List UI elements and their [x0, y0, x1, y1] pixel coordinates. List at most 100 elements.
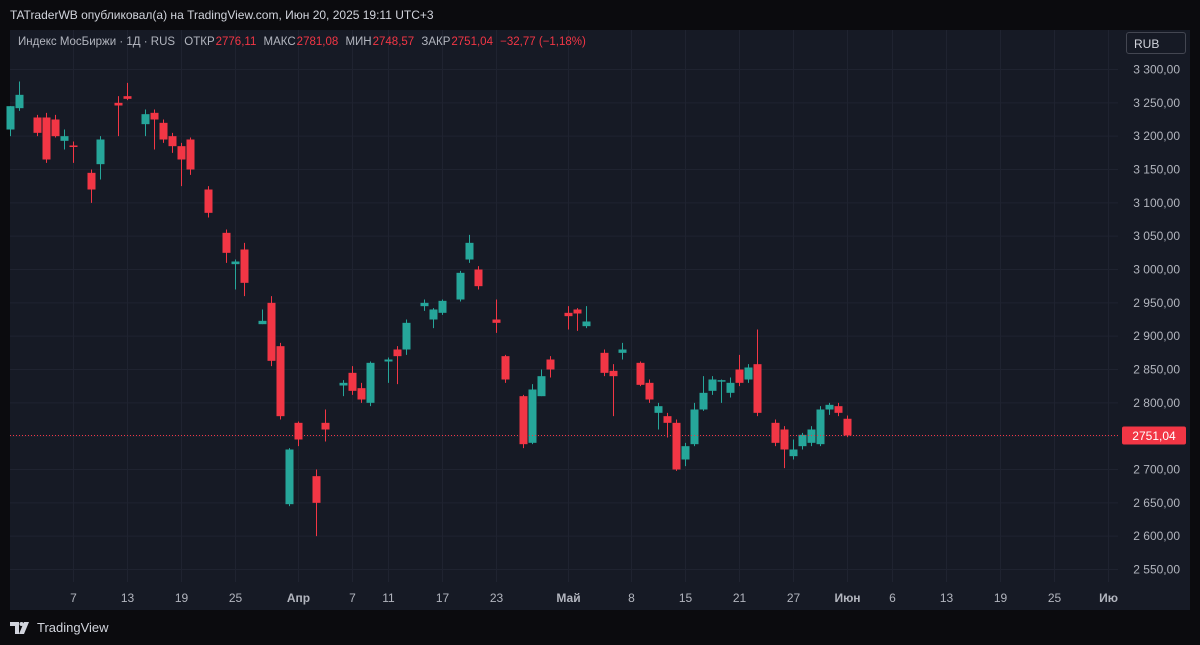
candle-body [96, 139, 105, 165]
y-tick-label: 3 100,00 [1133, 196, 1180, 210]
x-tick-label: 13 [940, 591, 954, 605]
candle-body [834, 406, 843, 413]
candle-body [42, 117, 51, 160]
candle-body [384, 359, 393, 362]
x-tick-label: 11 [382, 591, 395, 605]
candle-body [51, 119, 60, 137]
candle-body [609, 370, 618, 377]
candle-body [492, 319, 501, 323]
candle-body [771, 422, 780, 443]
candle-body [456, 272, 465, 300]
candle-body [222, 232, 231, 253]
x-tick-label: 8 [628, 591, 635, 605]
candle-body [528, 389, 537, 443]
candle-body [645, 382, 654, 400]
candle-body [681, 446, 690, 460]
candle-body [204, 189, 213, 213]
candle-body [843, 418, 852, 436]
candle-body [123, 96, 132, 99]
x-tick-label: Апр [287, 591, 310, 605]
candle-body [600, 352, 609, 373]
x-tick-label: 25 [1048, 591, 1062, 605]
candle-body [825, 404, 834, 410]
candle-body [420, 302, 429, 307]
publisher-bar: TATraderWB опубликовал(а) на TradingView… [0, 0, 1200, 30]
footer-brand: TradingView [10, 620, 109, 635]
low-label: МИН [345, 36, 372, 48]
candle-body [150, 112, 159, 120]
candle-body [231, 261, 240, 265]
y-tick-label: 2 600,00 [1133, 529, 1180, 543]
low-value: 2748,57 [372, 36, 415, 48]
candle-body [276, 346, 285, 417]
candle-body [807, 429, 816, 443]
candle-body [546, 359, 555, 370]
x-tick-label: Май [556, 591, 580, 605]
open-label: ОТКР [184, 36, 215, 48]
candle-body [501, 356, 510, 380]
candle-body [672, 422, 681, 470]
y-tick-label: 2 650,00 [1133, 496, 1180, 510]
candle-body [393, 349, 402, 357]
y-tick-label: 3 050,00 [1133, 229, 1180, 243]
candle-body [87, 172, 96, 190]
candle-body [564, 312, 573, 317]
candle-body [402, 322, 411, 350]
open-value: 2776,11 [215, 36, 257, 48]
candle-body [357, 388, 366, 400]
candle-body [267, 302, 276, 361]
candle-body [717, 380, 726, 382]
candle-body [285, 449, 294, 505]
chart-panel[interactable] [10, 30, 1190, 610]
candle-body [312, 476, 321, 503]
candle-body [699, 392, 708, 410]
candle-body [186, 139, 195, 170]
high-value: 2781,08 [296, 36, 339, 48]
candle-body [474, 269, 483, 287]
candle-body [15, 94, 24, 109]
x-tick-label: 7 [70, 591, 77, 605]
tradingview-logo-icon [10, 621, 29, 634]
x-tick-label: 7 [349, 591, 356, 605]
candle-body [33, 117, 42, 133]
x-tick-label: Июн [834, 591, 860, 605]
candle-body [744, 367, 753, 380]
candle-body [6, 106, 15, 130]
candle-body [735, 369, 744, 383]
currency-button[interactable]: RUB [1126, 32, 1186, 54]
candle-body [465, 242, 474, 260]
candle-body [753, 364, 762, 413]
candle-body [816, 409, 825, 445]
x-tick-label: 21 [733, 591, 747, 605]
candle-body [240, 249, 249, 283]
last-price-label: 2751,04 [1132, 429, 1176, 443]
x-tick-label: 17 [436, 591, 450, 605]
y-tick-label: 3 250,00 [1133, 96, 1180, 110]
candle-body [708, 379, 717, 391]
last-price-badge [1122, 426, 1186, 445]
x-tick-label: 19 [175, 591, 189, 605]
candle-body [366, 362, 375, 403]
x-tick-label: 27 [787, 591, 801, 605]
x-tick-label: 13 [121, 591, 135, 605]
y-tick-label: 2 950,00 [1133, 296, 1180, 310]
candle-body [69, 145, 78, 147]
symbol-label: Индекс МосБиржи · 1Д · RUS [18, 36, 176, 48]
candle-body [537, 376, 546, 397]
candle-body [690, 409, 699, 445]
candle-body [582, 321, 591, 327]
candle-body [168, 136, 177, 147]
y-tick-label: 2 800,00 [1133, 396, 1180, 410]
candle-body [789, 449, 798, 457]
y-tick-label: 2 900,00 [1133, 329, 1180, 343]
x-tick-label: 6 [889, 591, 896, 605]
publisher-line: TATraderWB опубликовал(а) на TradingView… [10, 8, 434, 22]
close-value: 2751,04 [451, 36, 493, 48]
candle-body [177, 146, 186, 160]
candle-body [663, 416, 672, 423]
candle-body [438, 300, 447, 313]
candle-body [780, 429, 789, 450]
y-tick-label: 3 200,00 [1133, 129, 1180, 143]
candle-body [519, 396, 528, 445]
